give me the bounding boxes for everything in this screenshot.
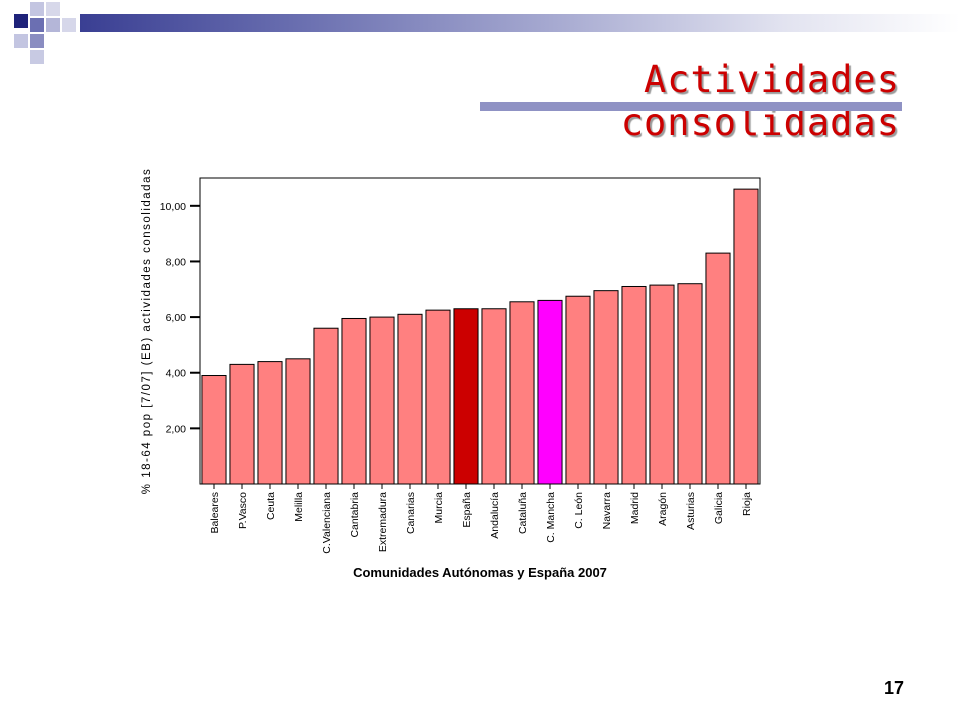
bar-cataluña xyxy=(509,301,535,485)
bar-melilla xyxy=(285,358,311,485)
bar-aragón xyxy=(649,284,675,485)
y-tick-label: 10,00 xyxy=(160,201,186,213)
title-underline xyxy=(480,102,902,111)
x-tick-label: Galicia xyxy=(713,492,725,524)
x-tick-label: Baleares xyxy=(209,492,221,533)
y-axis-label: % 18-64 pop [7/07] (EB) actividades cons… xyxy=(141,168,153,494)
header-gradient-bar xyxy=(80,14,960,32)
decor-square-light xyxy=(30,2,44,16)
decor-square-light xyxy=(62,18,76,32)
x-tick-label: Aragón xyxy=(657,492,669,526)
x-tick-label: C. León xyxy=(573,492,585,529)
bar-extremadura xyxy=(369,316,395,485)
x-tick-label: P.Vasco xyxy=(237,492,249,529)
bar-españa xyxy=(453,308,479,485)
bar-baleares xyxy=(201,375,227,485)
bar-andalucía xyxy=(481,308,507,485)
x-tick-label: Madrid xyxy=(629,492,641,524)
x-tick-label: España xyxy=(461,492,473,528)
decor-square-light xyxy=(46,18,60,32)
page-number: 17 xyxy=(883,678,904,698)
x-tick-label: Ceuta xyxy=(265,492,277,520)
bar-c-león xyxy=(565,295,591,485)
bar-ceuta xyxy=(257,361,283,485)
x-tick-label: Cataluña xyxy=(517,492,529,534)
x-tick-label: Navarra xyxy=(601,492,613,530)
x-axis-label: Comunidades Autónomas y España 2007 xyxy=(353,565,607,580)
decor-square-light xyxy=(14,34,28,48)
x-tick-label: Asturias xyxy=(685,492,697,530)
bar-galicia xyxy=(705,252,731,485)
bar-c-valenciana xyxy=(313,327,339,485)
bar-cantabria xyxy=(341,317,367,485)
bar-c-mancha xyxy=(537,299,563,485)
decor-square-light xyxy=(30,50,44,64)
x-tick-label: Melilla xyxy=(293,492,305,522)
y-tick-label: 4,00 xyxy=(166,368,187,380)
plot-frame xyxy=(199,177,761,485)
x-tick-label: C.Valenciana xyxy=(321,492,333,554)
bar-p-vasco xyxy=(229,363,255,485)
decor-square-light xyxy=(46,2,60,16)
x-tick-label: Canarias xyxy=(405,492,417,534)
bar-madrid xyxy=(621,285,647,485)
bar-asturias xyxy=(677,283,703,485)
decor-square-mid xyxy=(30,34,44,48)
x-tick-label: Extremadura xyxy=(377,492,389,552)
y-tick-label: 2,00 xyxy=(166,423,187,435)
bar-navarra xyxy=(593,290,619,485)
bar-rioja xyxy=(733,188,759,485)
x-tick-label: Cantabria xyxy=(349,492,361,538)
decor-square-mid xyxy=(30,18,44,32)
x-tick-label: C. Mancha xyxy=(545,492,557,543)
bar-murcia xyxy=(425,309,451,485)
x-tick-label: Andalucía xyxy=(489,492,501,539)
y-tick-label: 8,00 xyxy=(166,256,187,268)
x-tick-label: Murcia xyxy=(433,492,445,524)
bar-canarias xyxy=(397,313,423,485)
x-tick-label: Rioja xyxy=(741,492,753,516)
decor-square-dark xyxy=(14,14,28,28)
y-tick-label: 6,00 xyxy=(166,312,187,324)
